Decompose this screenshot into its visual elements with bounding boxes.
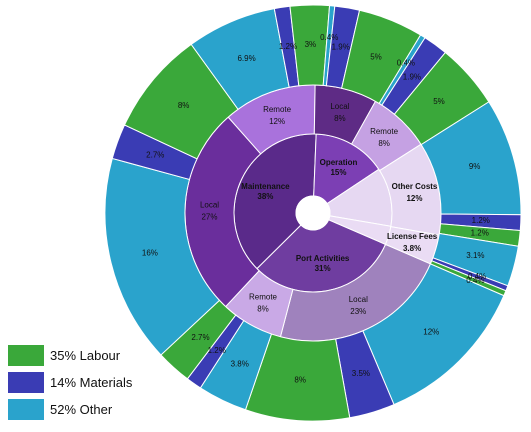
outer-segment-label: 3% [305, 40, 317, 49]
outer-segment-label: 1.2% [472, 216, 490, 225]
middle-segment-label: Remote [370, 127, 399, 136]
outer-segment-label: 6.9% [237, 54, 255, 63]
outer-segment-label: 2.7% [191, 333, 209, 342]
legend: 35% Labour 14% Materials 52% Other [8, 342, 132, 423]
middle-segment-value: 12% [269, 117, 285, 126]
legend-item-labour: 35% Labour [8, 342, 132, 369]
middle-segment-label: Remote [263, 105, 292, 114]
inner-segment-value: 31% [315, 264, 331, 273]
inner-segment-label: Operation [320, 158, 358, 167]
center-hole [295, 195, 331, 231]
middle-segment-value: 8% [378, 139, 390, 148]
outer-segment-label: 1.9% [332, 42, 350, 51]
outer-segment-label: 0.4% [397, 59, 415, 68]
legend-label-other: 52% Other [50, 402, 113, 417]
inner-segment-label: Port Activities [296, 254, 350, 263]
middle-segment-value: 8% [334, 114, 346, 123]
legend-swatch-other [8, 399, 44, 420]
middle-segment-label: Local [200, 201, 219, 210]
outer-segment-label: 1.2% [208, 346, 226, 355]
outer-ring-segment [429, 260, 507, 297]
outer-segment-label: 8% [178, 101, 190, 110]
outer-segment-label: 1.2% [279, 42, 297, 51]
outer-segment-label: 16% [142, 249, 158, 258]
legend-swatch-labour [8, 345, 44, 366]
legend-item-materials: 14% Materials [8, 369, 132, 396]
outer-segment-label: 12% [423, 327, 439, 336]
middle-segment-value: 27% [201, 213, 217, 222]
outer-segment-label: 3.5% [352, 369, 370, 378]
legend-label-labour: 35% Labour [50, 348, 121, 363]
outer-segment-label: 9% [469, 162, 481, 171]
outer-segment-label: 3.1% [466, 251, 484, 260]
outer-segment-label: 0.4% [466, 276, 484, 285]
inner-segment-value: 15% [330, 168, 346, 177]
middle-segment-value: 3.8% [403, 244, 421, 253]
outer-segment-label: 2.7% [146, 150, 164, 159]
outer-segment-label: 0.4% [320, 33, 338, 42]
inner-segment-label: Maintenance [241, 182, 290, 191]
outer-segment-label: 8% [294, 376, 306, 385]
outer-segment-label: 0.4% [468, 272, 486, 281]
middle-segment-value: 23% [350, 307, 366, 316]
middle-segment-value: 12% [406, 194, 422, 203]
outer-segment-label: 1.2% [471, 229, 489, 238]
legend-item-other: 52% Other [8, 396, 132, 423]
legend-label-materials: 14% Materials [50, 375, 133, 390]
middle-segment-label: Remote [249, 293, 278, 302]
outer-segment-label: 5% [433, 97, 445, 106]
middle-segment-label: Other Costs [392, 182, 438, 191]
outer-segment-label: 1.9% [403, 72, 421, 81]
outer-segment-label: 5% [370, 52, 382, 61]
outer-segment-label: 3.8% [231, 359, 249, 368]
inner-segment-value: 38% [257, 192, 273, 201]
legend-swatch-materials [8, 372, 44, 393]
middle-segment-label: Local [330, 102, 349, 111]
middle-segment-label: License Fees [387, 232, 438, 241]
middle-segment-label: Local [349, 295, 368, 304]
middle-segment-value: 8% [257, 305, 269, 314]
